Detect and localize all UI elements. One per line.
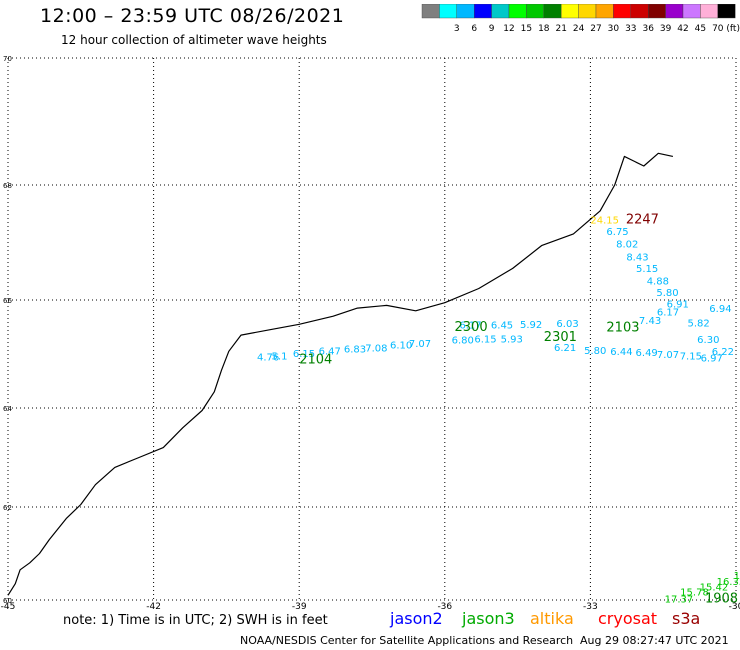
footnote: note: 1) Time is in UTC; 2) SWH is in fe… [63,613,328,628]
wave-height-label: 6.47 [319,347,341,358]
credit-line: NOAA/NESDIS Center for Satellite Applica… [240,634,574,647]
legend-tick-label: 39 [660,24,672,34]
legend-tick-label: 24 [573,24,585,34]
legend-unit: (ft) [726,24,740,34]
wave-height-label: 6.44 [610,347,632,358]
wave-height-label: 16.33 [717,577,740,588]
legend-cryosat: cryosat [598,609,658,628]
wave-height-label: 6.45 [491,321,513,332]
pass-time-label: 2300 [455,320,488,335]
legend-jason2: jason2 [390,609,443,628]
lat-tick-label: 60 [3,597,12,605]
legend-tick-label: 15 [521,24,532,34]
pass-time-label: 1908 [705,591,738,606]
lon-tick-label: -30 [729,602,740,610]
wave-height-label: 6.94 [709,304,731,315]
wave-height-label: 5.80 [584,346,606,357]
legend-tick-label: 27 [590,24,601,34]
legend-tick-label: 30 [608,24,620,34]
wave-height-label: 6.22 [712,347,734,358]
legend-swatch [717,4,736,19]
timestamp: Aug 29 08:27:47 UTC 2021 [580,634,729,647]
chart-title: 12:00 – 23:59 UTC 08/26/2021 [40,5,345,27]
wave-height-label: 6.10 [390,341,412,352]
wave-height-label: 17.37 [665,594,694,605]
wave-height-label: 6.17 [459,321,481,332]
lon-tick-label: -39 [292,602,307,610]
lat-tick-label: 70 [3,55,12,63]
wave-height-label: 5.15 [636,264,658,275]
lon-tick-label: -42 [146,602,161,610]
legend-tick-label: 36 [642,24,654,34]
wave-height-label: 6.97 [701,354,723,365]
legend-tick-label: 12 [503,24,514,34]
wave-height-label: 4.88 [647,276,669,287]
wave-height-label: 6.03 [556,319,578,330]
legend-tick-label: 70 [712,24,724,34]
pass-time-label: 2103 [606,320,639,335]
wave-height-label: 5.1 [272,351,288,362]
pass-time-label: 2301 [544,330,577,345]
legend-tick-label: 45 [695,24,706,34]
legend-tick-label: 3 [454,24,460,34]
wave-height-label: 5.92 [520,320,542,331]
legend-tick-label: 33 [625,24,636,34]
wave-height-label: 5.80 [656,288,678,299]
wave-height-label: 6.83 [344,344,366,355]
wave-height-label: 6.75 [606,227,628,238]
lat-tick-label: 66 [3,297,12,305]
wave-height-label: 5.93 [501,335,523,346]
wave-height-label: 15.78 [680,587,709,598]
wave-height-label: 6.91 [667,300,689,311]
lat-tick-label: 68 [3,182,12,190]
wave-height-label: 5.82 [687,318,709,329]
wave-height-label: 7.07 [409,339,431,350]
wave-height-label: 7.07 [657,350,679,361]
lon-tick-label: -45 [1,602,16,610]
wave-height-label: 6.30 [697,335,719,346]
legend-tick-label: 42 [677,24,688,34]
lon-tick-label: -33 [583,602,598,610]
wave-height-label: 16 [734,571,740,582]
legend-tick-label: 9 [489,24,495,34]
legend-s3a: s3a [672,609,701,628]
wave-height-label: 6.15 [474,335,496,346]
wave-height-label: 4.76 [257,352,279,363]
pass-time-label: 2104 [299,353,332,368]
wave-height-label: 6.80 [452,336,474,347]
wave-height-label: 7.15 [680,351,702,362]
wave-height-label: 7.08 [365,343,387,354]
legend-tick-label: 21 [555,24,566,34]
wave-height-label: 8.02 [616,240,638,251]
wave-height-map: -45-42-39-36-33-3070686664626024.1522476… [1,55,740,610]
pass-time-label: 2247 [626,213,659,228]
wave-height-label: 24.15 [590,216,619,227]
wave-height-label: 6.21 [554,343,576,354]
legend-tick-label: 6 [471,24,477,34]
wave-height-label: 15.42 [700,583,729,594]
coastline [7,152,674,596]
color-legend: 3 6 9 12 15 18 21 24 27 30 33 36 39 42 45 70 (ft) [421,4,740,34]
legend-tick-label: 18 [538,24,550,34]
legend-jason3: jason3 [462,609,515,628]
legend-altika: altika [530,609,574,628]
lat-tick-label: 64 [3,405,12,413]
wave-height-label: 6.15 [293,349,315,360]
wave-height-label: 7.43 [639,316,661,327]
wave-height-label: 8.43 [626,252,648,263]
lon-tick-label: -36 [437,602,452,610]
chart-subtitle: 12 hour collection of altimeter wave hei… [61,33,327,47]
lat-tick-label: 62 [3,504,12,512]
wave-height-label: 6.17 [657,308,679,319]
wave-height-label: 6.49 [636,348,658,359]
